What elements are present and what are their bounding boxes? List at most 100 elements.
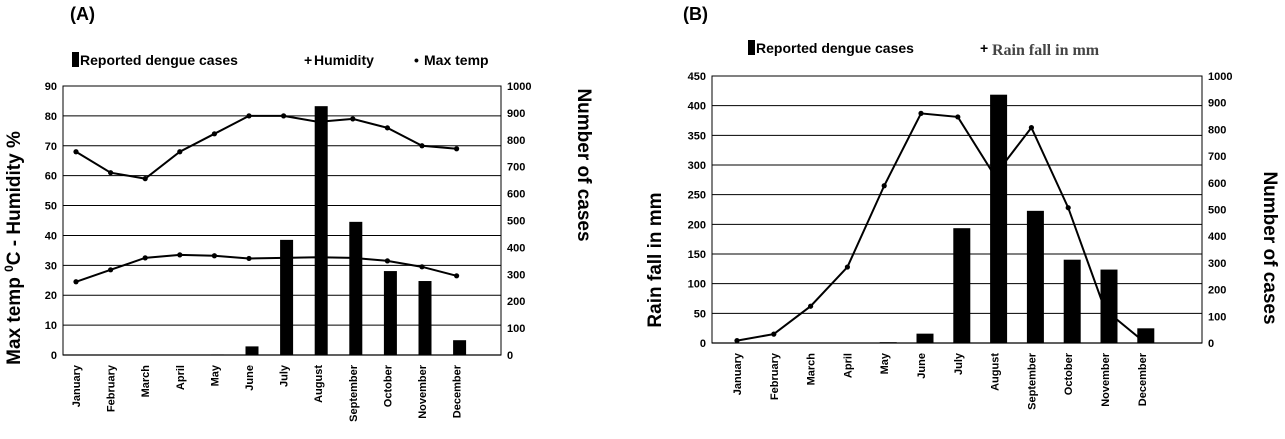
tick-left-a-2: 20 bbox=[45, 290, 57, 302]
bar-b-4 bbox=[879, 342, 897, 343]
point-b-0-3 bbox=[844, 264, 851, 270]
panel-b-label: (B) bbox=[683, 4, 708, 24]
bar-a-10 bbox=[418, 281, 432, 355]
month-label-a-8: September bbox=[348, 364, 360, 422]
month-label-a-9: October bbox=[382, 364, 394, 407]
month-label-a-1: February bbox=[106, 364, 118, 412]
bar-a-6 bbox=[280, 239, 294, 355]
bar-a-5 bbox=[245, 346, 259, 355]
tick-left-b-4: 200 bbox=[688, 219, 706, 231]
bar-a-8 bbox=[349, 221, 363, 355]
bar-b-10 bbox=[1100, 269, 1118, 343]
point-b-0-4 bbox=[881, 183, 887, 189]
month-label-a-10: November bbox=[417, 364, 429, 419]
panel-a-ylabel-left: Max temp 0C - Humidity % bbox=[2, 131, 25, 365]
tick-left-a-1: 10 bbox=[45, 320, 57, 332]
tick-left-a-4: 40 bbox=[45, 230, 57, 242]
tick-right-a-1: 100 bbox=[507, 323, 525, 335]
tick-left-b-3: 150 bbox=[688, 249, 706, 261]
tick-right-b-8: 800 bbox=[1208, 124, 1226, 136]
bar-a-7 bbox=[314, 106, 328, 355]
tick-left-a-6: 60 bbox=[45, 171, 57, 183]
point-a-1-2 bbox=[142, 255, 148, 261]
month-label-b-11: December bbox=[1137, 352, 1149, 406]
tick-left-a-7: 70 bbox=[45, 141, 57, 153]
tick-right-a-0: 0 bbox=[507, 350, 513, 362]
legend-b-rain-marker: + bbox=[980, 40, 988, 56]
month-label-b-0: January bbox=[732, 352, 744, 395]
point-a-0-5 bbox=[246, 113, 252, 119]
point-b-0-10 bbox=[1102, 307, 1108, 313]
tick-right-a-9: 900 bbox=[507, 108, 525, 120]
tick-left-b-5: 250 bbox=[688, 190, 706, 202]
point-b-0-8 bbox=[1028, 125, 1034, 131]
point-b-0-11 bbox=[1139, 337, 1145, 343]
tick-right-b-9: 900 bbox=[1208, 98, 1226, 110]
point-a-0-3 bbox=[177, 149, 183, 155]
month-label-b-9: October bbox=[1063, 352, 1075, 395]
tick-left-a-9: 90 bbox=[45, 81, 57, 93]
point-a-1-9 bbox=[384, 258, 390, 264]
point-b-0-7 bbox=[992, 173, 998, 179]
tick-left-b-1: 50 bbox=[694, 308, 706, 320]
point-a-0-7 bbox=[315, 119, 321, 125]
tick-right-b-6: 600 bbox=[1208, 178, 1226, 190]
tick-right-a-2: 200 bbox=[507, 296, 525, 308]
point-b-0-6 bbox=[955, 114, 961, 120]
month-label-a-3: April bbox=[175, 365, 187, 390]
tick-right-b-0: 0 bbox=[1208, 338, 1214, 350]
tick-left-a-0: 0 bbox=[51, 350, 57, 362]
tick-right-b-1: 100 bbox=[1208, 311, 1226, 323]
month-label-a-6: July bbox=[279, 364, 291, 387]
point-a-0-0 bbox=[73, 149, 79, 155]
bar-b-6 bbox=[953, 228, 971, 343]
month-label-a-2: March bbox=[140, 365, 152, 398]
month-label-b-3: April bbox=[842, 353, 854, 378]
tick-right-a-10: 1000 bbox=[507, 81, 531, 93]
bar-a-4 bbox=[210, 354, 224, 355]
point-a-1-8 bbox=[350, 255, 356, 261]
month-label-b-6: July bbox=[953, 352, 965, 375]
point-a-1-5 bbox=[246, 255, 252, 262]
tick-right-a-6: 600 bbox=[507, 189, 525, 201]
legend-b-dengue: Reported dengue cases bbox=[756, 40, 914, 56]
month-label-a-11: December bbox=[452, 364, 464, 418]
point-a-0-4 bbox=[211, 131, 217, 137]
legend-b-rain: Rain fall in mm bbox=[992, 42, 1100, 59]
point-a-1-11 bbox=[454, 273, 460, 279]
line-a-0 bbox=[75, 114, 457, 180]
bar-b-8 bbox=[1026, 210, 1044, 343]
panel-b-ylabel-left: Rain fall in mm bbox=[645, 192, 666, 327]
tick-left-a-8: 80 bbox=[45, 111, 57, 123]
tick-left-b-0: 0 bbox=[700, 338, 706, 350]
panel-b-ylabel-right: Number of cases bbox=[1259, 171, 1280, 324]
month-label-b-8: September bbox=[1026, 352, 1038, 410]
month-label-a-4: May bbox=[209, 364, 221, 386]
month-label-b-4: May bbox=[879, 352, 891, 374]
panel-a-ylabel-right: Number of cases bbox=[573, 88, 594, 241]
point-a-1-4 bbox=[211, 253, 217, 259]
tick-right-b-2: 200 bbox=[1208, 285, 1226, 297]
tick-left-b-2: 100 bbox=[688, 279, 706, 291]
bar-b-5 bbox=[916, 333, 934, 343]
bar-b-7 bbox=[990, 94, 1008, 343]
tick-right-a-7: 700 bbox=[507, 162, 525, 174]
bar-a-9 bbox=[383, 271, 397, 355]
tick-left-a-5: 50 bbox=[45, 201, 57, 213]
tick-right-a-4: 400 bbox=[507, 242, 525, 254]
point-a-1-3 bbox=[177, 252, 183, 258]
tick-left-b-8: 400 bbox=[688, 101, 706, 113]
point-a-0-1 bbox=[108, 170, 114, 176]
month-label-a-0: January bbox=[71, 364, 83, 407]
month-label-a-7: August bbox=[313, 365, 325, 403]
line-b-0 bbox=[736, 112, 1143, 342]
tick-left-b-7: 350 bbox=[688, 130, 706, 142]
month-label-b-7: August bbox=[990, 353, 1002, 391]
point-a-1-6 bbox=[281, 255, 287, 261]
bar-b-9 bbox=[1063, 259, 1081, 343]
panel-a-label: (A) bbox=[70, 4, 95, 24]
tick-right-a-3: 300 bbox=[507, 269, 525, 281]
tick-right-a-5: 500 bbox=[507, 216, 525, 228]
panel-a-legend: Reported dengue cases + Humidity • Max t… bbox=[72, 52, 489, 68]
point-a-1-0 bbox=[73, 279, 79, 285]
